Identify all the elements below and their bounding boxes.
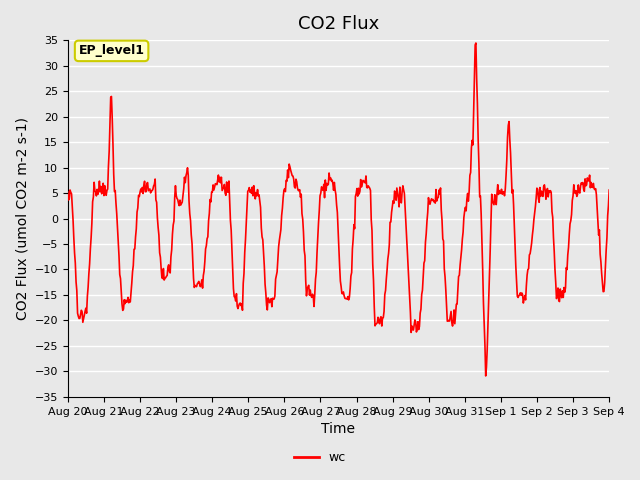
Title: CO2 Flux: CO2 Flux bbox=[298, 15, 379, 33]
Y-axis label: CO2 Flux (umol CO2 m-2 s-1): CO2 Flux (umol CO2 m-2 s-1) bbox=[15, 117, 29, 320]
Legend: wc: wc bbox=[289, 446, 351, 469]
X-axis label: Time: Time bbox=[321, 422, 355, 436]
Text: EP_level1: EP_level1 bbox=[79, 44, 145, 58]
